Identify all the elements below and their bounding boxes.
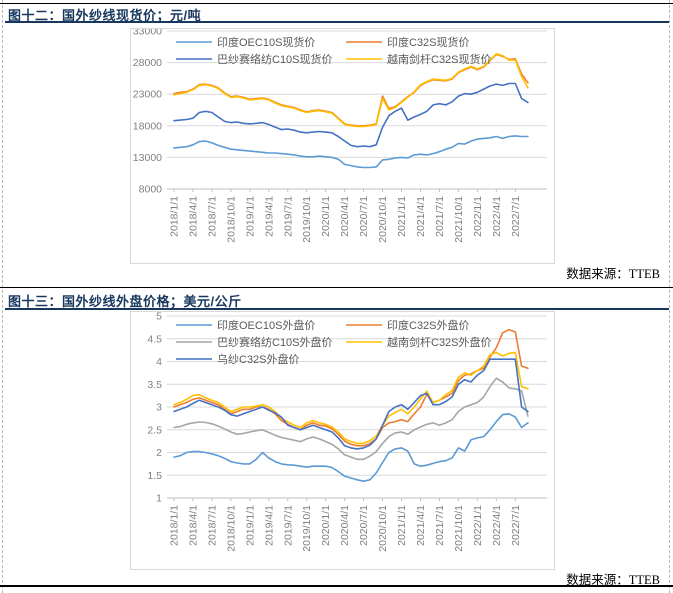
x-axis-label: 2018/10/1	[225, 505, 237, 552]
series-line-3	[173, 82, 529, 148]
x-axis-label: 2018/10/1	[225, 196, 237, 243]
legend-label: 印度OEC10S外盘价	[217, 318, 315, 332]
series-line-3	[173, 377, 529, 461]
x-axis-label: 2021/4/1	[415, 505, 427, 546]
x-axis-label: 2021/7/1	[434, 505, 446, 546]
x-axis-label: 2020/10/1	[377, 505, 389, 552]
x-axis-label: 2020/4/1	[339, 505, 351, 546]
x-axis-label: 2019/10/1	[301, 505, 313, 552]
separator-line-bottom	[0, 585, 673, 587]
legend-label: 印度OEC10S现货价	[217, 35, 315, 49]
x-axis-label: 2020/7/1	[358, 505, 370, 546]
legend-label: 巴纱赛络纺C10S外盘价	[217, 335, 333, 349]
x-axis-label: 2022/1/1	[472, 505, 484, 546]
figure12-title-underline	[5, 21, 669, 23]
figure13-title-underline	[5, 308, 669, 310]
x-axis-label: 2020/1/1	[320, 196, 332, 237]
figure12-title: 图十二：国外纱线现货价；元/吨	[8, 8, 202, 23]
series-line-5	[173, 358, 529, 450]
x-axis-label: 2021/7/1	[434, 196, 446, 237]
page-boundary-left	[2, 0, 3, 593]
series-line-1	[173, 413, 529, 482]
x-axis-label: 2019/4/1	[263, 196, 275, 237]
y-axis-label: 5	[156, 311, 162, 323]
figure13-title: 图十三：国外纱线外盘价格；美元/公斤	[8, 294, 242, 309]
x-axis-label: 2018/1/1	[169, 196, 181, 237]
series-line-1	[173, 135, 529, 169]
y-axis-label: 28000	[133, 57, 162, 69]
y-axis-label: 1	[156, 493, 162, 505]
legend-label: 印度C32S现货价	[387, 35, 470, 49]
x-axis-label: 2019/1/1	[244, 505, 256, 546]
x-axis-label: 2019/1/1	[244, 196, 256, 237]
x-axis-label: 2020/1/1	[320, 505, 332, 546]
y-axis-label: 8000	[139, 184, 163, 196]
x-axis-label: 2020/4/1	[339, 196, 351, 237]
x-axis-label: 2018/1/1	[169, 505, 181, 546]
page-boundary-right	[669, 0, 670, 593]
x-axis-label: 2018/7/1	[206, 505, 218, 546]
legend-label: 乌纱C32S外盘价	[217, 352, 300, 366]
x-axis-label: 2021/1/1	[396, 196, 408, 237]
y-axis-label: 13000	[133, 152, 162, 164]
x-axis-label: 2020/7/1	[358, 196, 370, 237]
x-axis-label: 2019/7/1	[282, 505, 294, 546]
series-line-4	[173, 52, 529, 128]
y-axis-label: 4.5	[147, 333, 162, 345]
figure13-source: 数据来源：TTEB	[566, 573, 660, 587]
x-axis-label: 2019/10/1	[301, 196, 313, 243]
x-axis-label: 2022/7/1	[510, 196, 522, 237]
legend-label: 印度C32S外盘价	[387, 318, 470, 332]
x-axis-label: 2020/10/1	[377, 196, 389, 243]
y-axis-label: 23000	[133, 89, 162, 101]
legend-label: 巴纱赛络纺C10S现货价	[217, 52, 333, 66]
x-axis-label: 2019/4/1	[263, 505, 275, 546]
figure12-source: 数据来源：TTEB	[566, 267, 660, 281]
y-axis-label: 1.5	[147, 470, 162, 482]
x-axis-label: 2018/4/1	[187, 505, 199, 546]
legend-label: 越南剑杆C32S现货价	[387, 52, 492, 66]
x-axis-label: 2021/4/1	[415, 196, 427, 237]
x-axis-label: 2022/1/1	[472, 196, 484, 237]
y-axis-label: 2.5	[147, 424, 162, 436]
y-axis-label: 3	[156, 402, 162, 414]
y-axis-label: 3.5	[147, 379, 162, 391]
y-axis-label: 33000	[133, 28, 162, 38]
figure12-chart[interactable]: 33000 28000 23000 18000 13000 8000 2018/1/1 201…	[130, 28, 555, 264]
x-axis-label: 2022/7/1	[510, 505, 522, 546]
x-axis-label: 2018/4/1	[187, 196, 199, 237]
y-axis-label: 2	[156, 447, 162, 459]
separator-line-top	[0, 3, 673, 4]
x-axis-label: 2021/1/1	[396, 505, 408, 546]
series-line-4	[173, 351, 529, 445]
x-axis-label: 2018/7/1	[206, 196, 218, 237]
figure13-chart[interactable]: 5 4.5 4 3.5 3 2.5 2 1.5 1 2018/1/1 2018/4/1 2018/7/…	[130, 311, 555, 570]
x-axis-label: 2021/10/1	[453, 505, 465, 552]
y-axis-label: 18000	[133, 120, 162, 132]
x-axis-label: 2022/4/1	[491, 196, 503, 237]
y-axis-label: 4	[156, 356, 162, 368]
x-axis-label: 2021/10/1	[453, 196, 465, 243]
x-axis-label: 2022/4/1	[491, 505, 503, 546]
separator-line-middle	[0, 287, 673, 288]
x-axis-label: 2019/7/1	[282, 196, 294, 237]
legend-label: 越南剑杆C32S外盘价	[387, 335, 492, 349]
